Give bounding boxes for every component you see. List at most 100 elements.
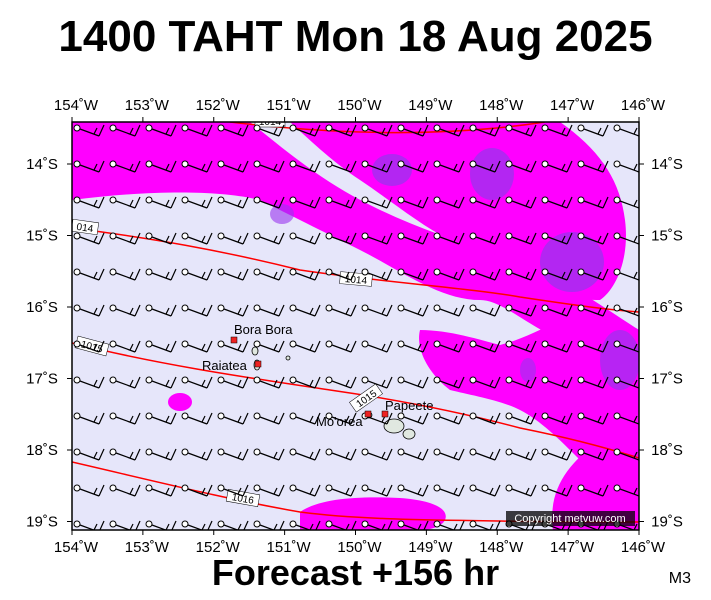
wind-barb xyxy=(469,412,501,425)
wind-barb xyxy=(505,268,537,281)
wind-barb xyxy=(253,520,285,530)
wind-barb xyxy=(577,304,609,317)
wind-barb xyxy=(577,160,609,173)
wind-barb xyxy=(289,160,321,173)
wind-barb xyxy=(361,304,393,317)
wind-barb xyxy=(217,160,249,173)
lon-label-top: 152˚W xyxy=(196,97,241,114)
lon-label-top: 153˚W xyxy=(125,97,170,114)
wind-barb xyxy=(145,268,177,281)
wind-barb xyxy=(325,376,357,389)
wind-barb xyxy=(73,340,105,353)
wind-barb xyxy=(145,232,177,245)
wind-barb xyxy=(253,268,285,281)
wind-barb xyxy=(469,304,501,317)
wind-barb xyxy=(577,268,609,281)
lat-label-right: 17˚S xyxy=(651,371,683,388)
wind-barb xyxy=(73,304,105,317)
wind-barb xyxy=(397,160,429,173)
wind-barb xyxy=(361,268,393,281)
wind-barb xyxy=(109,268,141,281)
lon-label-top: 151˚W xyxy=(267,97,312,114)
lat-label-right: 18˚S xyxy=(651,442,683,459)
wind-barb xyxy=(289,484,321,497)
lat-label-left: 14˚S xyxy=(26,156,58,173)
lat-label-left: 17˚S xyxy=(26,371,58,388)
lon-label-top: 146˚W xyxy=(621,97,666,114)
place-label-raiatea: Raiatea xyxy=(202,358,248,373)
map-title: 1400 TAHT Mon 18 Aug 2025 xyxy=(58,12,653,61)
wind-barb xyxy=(397,448,429,461)
wind-barb xyxy=(253,412,285,425)
wind-barb xyxy=(469,196,501,209)
wind-barb xyxy=(541,412,573,425)
lon-label-top: 148˚W xyxy=(479,97,524,114)
isobar-label-1014: 1014 xyxy=(344,274,368,287)
wind-barb xyxy=(397,484,429,497)
wind-barb xyxy=(505,340,537,353)
wind-barb xyxy=(361,196,393,209)
wind-barb xyxy=(397,340,429,353)
wind-barb xyxy=(325,484,357,497)
wind-barb xyxy=(109,448,141,461)
wind-barb xyxy=(361,160,393,173)
lon-label-bottom: 147˚W xyxy=(550,539,595,556)
wind-barb xyxy=(181,412,213,425)
wind-barb xyxy=(145,448,177,461)
place-label-bora-bora: Bora Bora xyxy=(234,322,293,337)
wind-barb xyxy=(361,520,393,530)
wind-barb xyxy=(217,124,249,137)
wind-barb xyxy=(541,484,573,497)
wind-barb xyxy=(181,160,213,173)
wind-barb xyxy=(505,412,537,425)
wind-barb xyxy=(613,304,639,317)
wind-barb xyxy=(541,196,573,209)
rain-patch-small xyxy=(168,393,192,411)
wind-barb xyxy=(253,484,285,497)
wind-barb xyxy=(325,412,357,425)
wind-barb xyxy=(577,484,609,497)
wind-barb xyxy=(469,520,501,530)
wind-barb xyxy=(181,124,213,137)
wind-barb xyxy=(505,376,537,389)
wind-barb xyxy=(613,376,639,389)
wind-barb xyxy=(469,268,501,281)
lon-label-bottom: 153˚W xyxy=(125,539,170,556)
wind-barb xyxy=(469,124,501,137)
rain-patch-south xyxy=(300,497,446,530)
wind-barb xyxy=(325,520,357,530)
wind-barb xyxy=(73,232,105,245)
heavy-rain-3 xyxy=(270,204,294,224)
wind-barb xyxy=(505,160,537,173)
wind-barb xyxy=(469,340,501,353)
wind-barb xyxy=(541,340,573,353)
wind-barb xyxy=(145,160,177,173)
wind-barb xyxy=(541,376,573,389)
wind-barb xyxy=(253,124,285,137)
wind-barb xyxy=(253,340,285,353)
wind-barb xyxy=(325,232,357,245)
wind-barb xyxy=(181,196,213,209)
wind-barb xyxy=(73,376,105,389)
wind-barb xyxy=(433,412,465,425)
wind-barb xyxy=(361,376,393,389)
lat-label-left: 18˚S xyxy=(26,442,58,459)
wind-barb xyxy=(577,448,609,461)
heavy-rain-6 xyxy=(520,358,536,382)
wind-barb xyxy=(289,340,321,353)
place-label-papeete: Papeete xyxy=(385,398,433,413)
lon-label-bottom: 150˚W xyxy=(337,539,382,556)
wind-barb xyxy=(145,124,177,137)
wind-barb xyxy=(397,196,429,209)
wind-barb xyxy=(397,520,429,530)
wind-barb xyxy=(397,124,429,137)
lon-label-bottom: 149˚W xyxy=(408,539,453,556)
wind-barb xyxy=(433,304,465,317)
lon-label-bottom: 152˚W xyxy=(196,539,241,556)
wind-barb xyxy=(73,520,105,530)
wind-barb xyxy=(289,376,321,389)
wind-barb xyxy=(397,304,429,317)
wind-barb xyxy=(73,484,105,497)
wind-barb xyxy=(613,232,639,245)
